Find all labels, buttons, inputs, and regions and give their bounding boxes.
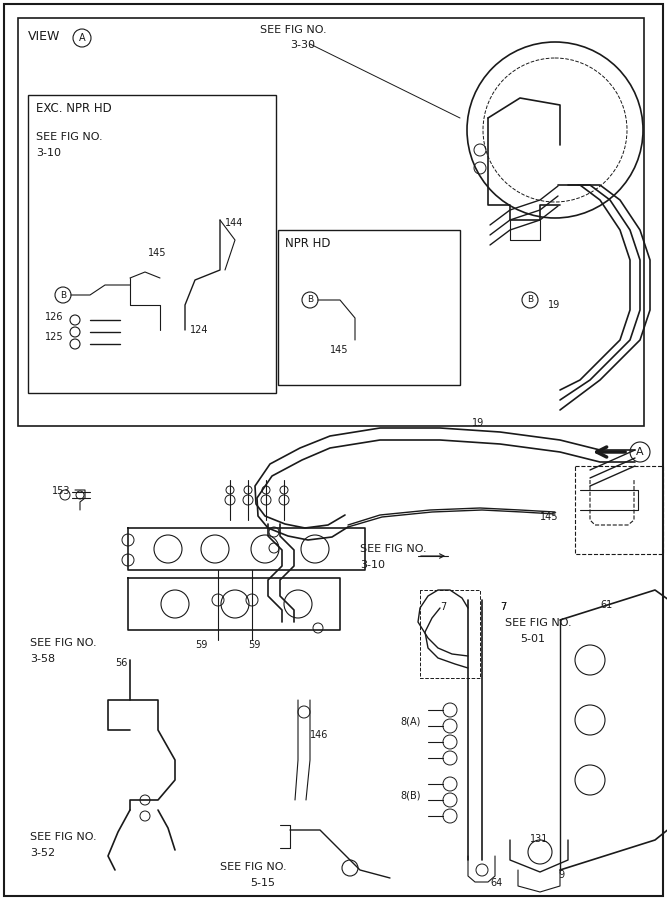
Text: 3-10: 3-10 bbox=[360, 560, 385, 570]
Text: 7: 7 bbox=[500, 602, 506, 612]
Text: A: A bbox=[636, 447, 644, 457]
Text: A: A bbox=[79, 33, 85, 43]
Text: 64: 64 bbox=[490, 878, 502, 888]
Text: 59: 59 bbox=[248, 640, 260, 650]
Text: 7: 7 bbox=[500, 602, 506, 612]
Text: 5-01: 5-01 bbox=[520, 634, 545, 644]
Text: 124: 124 bbox=[190, 325, 209, 335]
Text: B: B bbox=[527, 295, 533, 304]
Text: 145: 145 bbox=[330, 345, 348, 355]
Text: 59: 59 bbox=[195, 640, 207, 650]
Text: 145: 145 bbox=[148, 248, 167, 258]
Text: 3-10: 3-10 bbox=[36, 148, 61, 158]
Text: 144: 144 bbox=[225, 218, 243, 228]
Bar bbox=[575, 466, 663, 554]
Text: 3-30: 3-30 bbox=[290, 40, 315, 50]
Text: SEE FIG NO.: SEE FIG NO. bbox=[30, 832, 97, 842]
Text: 19: 19 bbox=[472, 418, 484, 428]
Text: SEE FIG NO.: SEE FIG NO. bbox=[360, 544, 427, 554]
Text: VIEW: VIEW bbox=[28, 30, 61, 43]
Text: 145: 145 bbox=[540, 512, 558, 522]
Text: 126: 126 bbox=[45, 312, 63, 322]
Text: B: B bbox=[60, 291, 66, 300]
Text: 9: 9 bbox=[558, 870, 564, 880]
Bar bbox=[28, 95, 276, 393]
Text: SEE FIG NO.: SEE FIG NO. bbox=[30, 638, 97, 648]
Text: SEE FIG NO.: SEE FIG NO. bbox=[36, 132, 103, 142]
Text: 146: 146 bbox=[310, 730, 328, 740]
Text: 7: 7 bbox=[440, 602, 446, 612]
Text: SEE FIG NO.: SEE FIG NO. bbox=[260, 25, 327, 35]
Text: 125: 125 bbox=[45, 332, 63, 342]
Bar bbox=[18, 18, 644, 426]
Text: B: B bbox=[307, 295, 313, 304]
Bar bbox=[278, 230, 460, 385]
Text: 3-58: 3-58 bbox=[30, 654, 55, 664]
Text: 5-15: 5-15 bbox=[250, 878, 275, 888]
Text: 56: 56 bbox=[115, 658, 127, 668]
Text: 8(A): 8(A) bbox=[400, 716, 420, 726]
Text: 131: 131 bbox=[530, 834, 548, 844]
Text: 19: 19 bbox=[548, 300, 560, 310]
Text: 3-52: 3-52 bbox=[30, 848, 55, 858]
Text: 8(B): 8(B) bbox=[400, 790, 420, 800]
Text: SEE FIG NO.: SEE FIG NO. bbox=[505, 618, 572, 628]
Text: 61: 61 bbox=[600, 600, 612, 610]
Text: NPR HD: NPR HD bbox=[285, 237, 331, 250]
Text: SEE FIG NO.: SEE FIG NO. bbox=[220, 862, 287, 872]
Text: EXC. NPR HD: EXC. NPR HD bbox=[36, 102, 112, 115]
Text: 153: 153 bbox=[52, 486, 71, 496]
